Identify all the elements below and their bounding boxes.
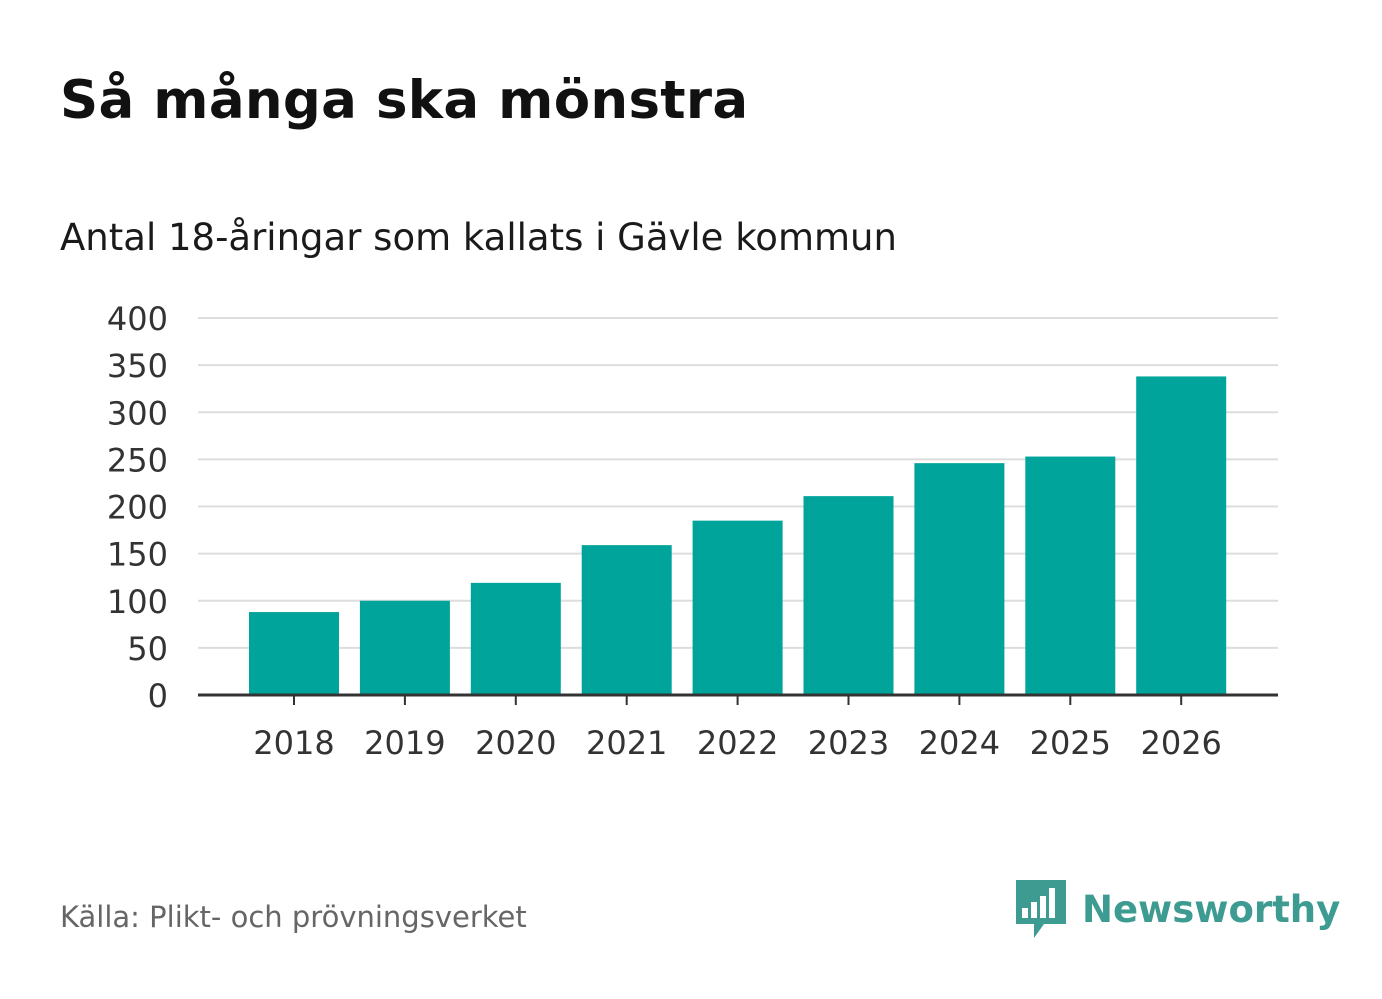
source-note: Källa: Plikt- och prövningsverket [60, 900, 527, 934]
x-tick-label: 2020 [475, 724, 556, 762]
bar-2025 [1025, 456, 1116, 695]
brand-logo: Newsworthy [1012, 878, 1340, 940]
x-tick-label: 2022 [697, 724, 778, 762]
bar-2020 [470, 582, 561, 695]
bar-2024 [914, 463, 1005, 695]
y-tick-label: 50 [127, 630, 168, 668]
bar-2023 [803, 496, 894, 695]
x-tick-label: 2026 [1140, 724, 1221, 762]
bar-2022 [692, 520, 783, 695]
axes: 0 50 100 150 200 250 300 350 400 2018 2019 2020 2021… [107, 300, 1278, 762]
bar-2026 [1136, 376, 1227, 695]
x-tick-label: 2023 [808, 724, 889, 762]
newsworthy-logo-icon [1016, 880, 1066, 938]
chart-subtitle: Antal 18-åringar som kallats i Gävle kom… [60, 216, 897, 259]
x-tick-label: 2024 [919, 724, 1000, 762]
y-tick-label: 150 [107, 536, 168, 574]
x-tick-label: 2019 [364, 724, 445, 762]
y-tick-label: 350 [107, 347, 168, 385]
brand-name: Newsworthy [1082, 887, 1341, 931]
y-tick-label: 300 [107, 394, 168, 432]
chart-title: Så många ska mönstra [60, 70, 749, 131]
bar-2021 [581, 545, 672, 695]
x-tick-label: 2025 [1030, 724, 1111, 762]
bar-2018 [249, 612, 339, 695]
y-tick-label: 400 [107, 300, 168, 338]
y-tick-label: 250 [107, 441, 168, 479]
y-tick-label: 200 [107, 489, 168, 527]
x-tick-label: 2021 [586, 724, 667, 762]
y-tick-label: 0 [148, 677, 168, 715]
bar-2019 [359, 600, 450, 695]
y-tick-label: 100 [107, 583, 168, 621]
bars [249, 376, 1227, 695]
x-tick-label: 2018 [253, 724, 334, 762]
